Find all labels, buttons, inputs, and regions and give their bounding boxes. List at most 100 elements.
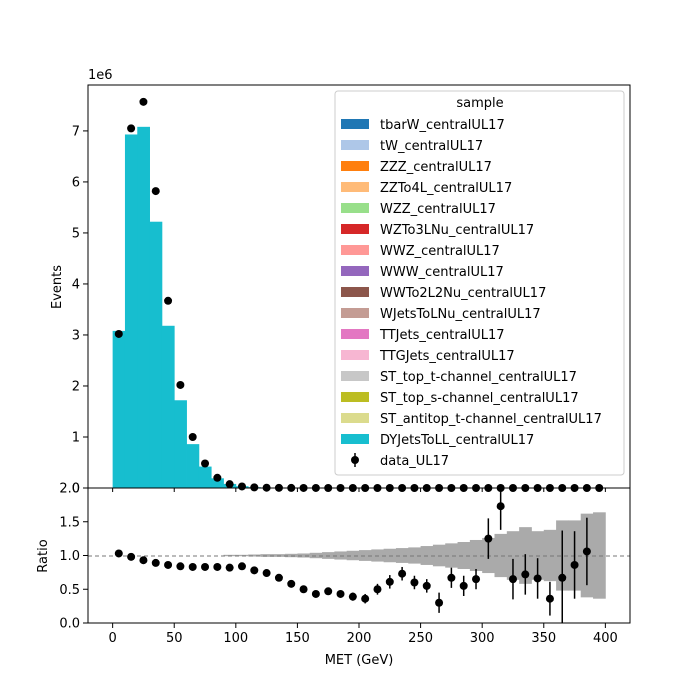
- y-tick-label: 2.0: [59, 482, 80, 497]
- bar: [174, 400, 187, 488]
- ratio-point: [151, 558, 160, 567]
- ratio-point: [361, 594, 370, 603]
- uncertainty-band-bin: [346, 550, 360, 561]
- ratio-point: [410, 578, 419, 587]
- ratio-point: [422, 581, 431, 590]
- x-tick-label: 250: [408, 631, 433, 646]
- x-tick-label: 100: [223, 631, 248, 646]
- ratio-point: [139, 556, 148, 565]
- data-point: [151, 187, 160, 196]
- y-tick-label: 1: [72, 430, 80, 445]
- legend-swatch: [341, 119, 369, 129]
- bar: [137, 126, 150, 488]
- legend: sample tbarW_centralUL17 tW_centralUL17 ZZ…: [334, 90, 625, 476]
- ratio-point: [114, 549, 123, 558]
- ratio-point: [127, 552, 136, 561]
- ratio-point: [447, 573, 456, 582]
- bar: [149, 221, 163, 488]
- ratio-point: [287, 579, 296, 588]
- x-tick-label: 200: [347, 631, 372, 646]
- ratio-point: [484, 534, 493, 543]
- uncertainty-band-bin: [457, 542, 471, 569]
- y-tick-label: 5: [72, 226, 80, 241]
- legend-swatch: [341, 203, 369, 213]
- legend-swatch: [341, 140, 369, 150]
- uncertainty-band-bin: [506, 531, 520, 580]
- bar: [211, 478, 224, 488]
- uncertainty-band-bin: [248, 554, 261, 557]
- main-y-multiplier: 1e6: [88, 68, 113, 83]
- data-point: [188, 432, 197, 441]
- data-point: [139, 97, 148, 106]
- legend-swatch: [341, 371, 369, 381]
- legend-label: ST_top_s-channel_centralUL17: [380, 391, 579, 406]
- x-tick-label: 400: [593, 631, 618, 646]
- ratio-point: [262, 569, 271, 578]
- ratio-point: [225, 563, 234, 572]
- legend-swatch: [341, 224, 369, 234]
- ratio-point: [570, 560, 579, 569]
- ratio-point: [250, 566, 259, 575]
- ratio-point: [188, 562, 197, 571]
- y-tick-label: 6: [72, 175, 80, 190]
- legend-marker: [351, 456, 359, 464]
- ratio-point: [336, 589, 345, 598]
- ratio-point: [311, 589, 320, 598]
- legend-label: TTJets_centralUL17: [379, 328, 505, 343]
- legend-swatch: [341, 161, 369, 171]
- data-point: [201, 459, 210, 468]
- uncertainty-band-bin: [309, 552, 323, 559]
- legend-label: WZZ_centralUL17: [380, 202, 496, 217]
- ratio-point: [324, 587, 333, 596]
- y-tick-label: 2: [72, 379, 80, 394]
- ratio-point: [398, 569, 407, 578]
- ratio-point: [582, 547, 591, 556]
- ratio-point: [373, 585, 382, 594]
- ratio-point: [348, 592, 357, 601]
- legend-swatch: [341, 434, 369, 444]
- legend-label: DYJetsToLL_centralUL17: [380, 433, 534, 448]
- legend-label: ZZZ_centralUL17: [380, 160, 492, 175]
- bar: [112, 330, 126, 488]
- legend-swatch: [341, 245, 369, 255]
- ratio-point: [201, 562, 210, 571]
- legend-label: ST_antitop_t-channel_centralUL17: [380, 412, 602, 427]
- legend-swatch: [341, 287, 369, 297]
- ratio-y-axis-label: Ratio: [36, 539, 51, 572]
- legend-label: TTGJets_centralUL17: [379, 349, 515, 364]
- data-point: [225, 480, 234, 489]
- main-y-axis-label: Events: [50, 265, 65, 309]
- ratio-panel-frame: [87, 487, 631, 624]
- ratio-point: [385, 577, 394, 586]
- data-point: [237, 482, 246, 491]
- bar: [124, 134, 138, 488]
- legend-swatch: [341, 413, 369, 423]
- legend-label: ST_top_t-channel_centralUL17: [380, 370, 577, 385]
- y-tick-label: 1.0: [59, 549, 80, 564]
- bar: [198, 466, 212, 488]
- ratio-point: [435, 598, 444, 607]
- y-tick-label: 0.5: [59, 583, 80, 598]
- ratio-x-axis: 0 50 100 150 200 250 300 350 400: [108, 623, 618, 646]
- uncertainty-band-bin: [494, 533, 508, 578]
- legend-label: WJetsToLNu_centralUL17: [380, 307, 541, 322]
- bar: [186, 444, 200, 488]
- bar: [161, 325, 175, 488]
- data-point: [176, 380, 185, 389]
- data-point: [164, 296, 173, 305]
- ratio-point: [459, 581, 468, 590]
- ratio-x-axis-label: MET (GeV): [325, 653, 394, 668]
- y-tick-label: 7: [72, 124, 80, 139]
- legend-label: WWW_centralUL17: [380, 265, 504, 280]
- y-tick-label: 0.0: [59, 617, 80, 632]
- ratio-y-axis: 0.0 0.5 1.0 1.5 2.0: [59, 482, 88, 632]
- ratio-point: [237, 562, 246, 571]
- y-tick-label: 4: [72, 277, 80, 292]
- x-tick-label: 350: [531, 631, 556, 646]
- uncertainty-band-bin: [395, 548, 409, 563]
- ratio-point: [164, 560, 173, 569]
- data-point: [127, 124, 136, 133]
- legend-label: WZTo3LNu_centralUL17: [380, 223, 534, 238]
- ratio-point: [176, 562, 185, 571]
